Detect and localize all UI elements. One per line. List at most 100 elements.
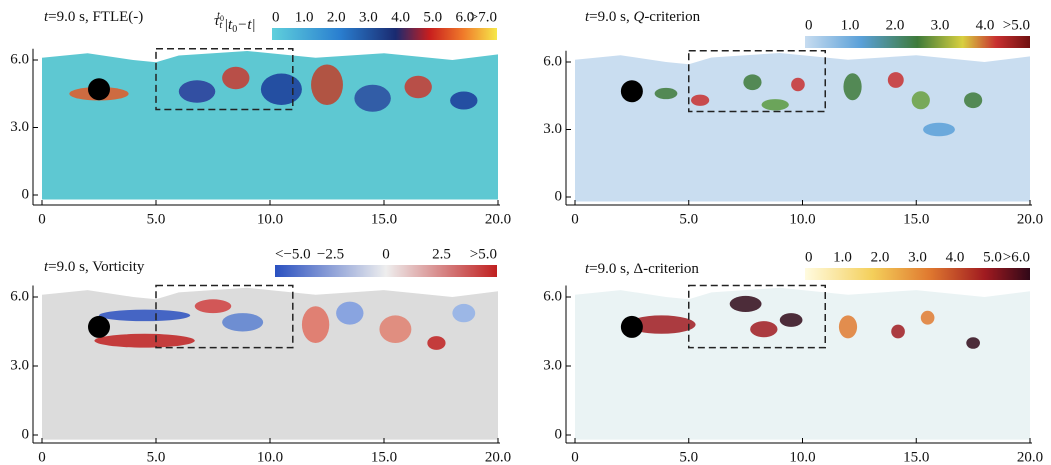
x-tick-label: 0 [38, 211, 46, 227]
colorbar-tick-label: >5.0 [1003, 17, 1030, 33]
colorbar-tick-label: >7.0 [470, 9, 497, 25]
colorbar-tick-label: 3.0 [931, 17, 950, 33]
y-tick-label: 0 [22, 426, 30, 442]
y-tick-label: 3.0 [10, 119, 29, 135]
x-tick-label: 15.0 [903, 449, 929, 465]
vortex [627, 315, 696, 334]
vortex [311, 64, 343, 105]
title-part: t [44, 9, 49, 25]
y-tick-label: 6.0 [10, 288, 29, 304]
vortex [260, 73, 302, 105]
panel-title: t=9.0 s, Δ-criterion [585, 261, 699, 277]
colorbar [805, 36, 1030, 48]
vortex [966, 337, 980, 349]
vortex [404, 75, 432, 99]
colorbar-tick-label: 0 [805, 249, 813, 265]
x-tick-label: 5.0 [147, 449, 166, 465]
vortex [743, 74, 762, 91]
colorbar-label-part: −t| [237, 17, 255, 33]
vortex [911, 91, 930, 110]
colorbar-tick-label: 1.0 [833, 249, 852, 265]
y-tick-label: 3.0 [543, 357, 562, 373]
colorbar-tick-label: 4.0 [976, 17, 995, 33]
vortex [427, 336, 446, 350]
vortex [379, 315, 412, 344]
title-part: =9.0 s, [589, 9, 633, 25]
panel: 03.06.00 5.0 10.0 15.0 20.0t=9.0 s, FTLE(-) 0… [10, 9, 511, 227]
x-tick-label: 5.0 [679, 449, 698, 465]
flow-domain [575, 53, 1030, 202]
vortex [301, 306, 330, 343]
colorbar-tick-label: 5.0 [983, 249, 1002, 265]
vortex [843, 73, 862, 101]
colorbar-tick-label: 0 [805, 17, 813, 33]
title-part: =9.0 s, Δ-criterion [589, 261, 699, 277]
y-tick-label: 3.0 [543, 121, 562, 137]
flow-domain [42, 51, 498, 200]
panel-title: t=9.0 s, FTLE(-) [44, 9, 143, 25]
vortex [452, 303, 476, 323]
vortex [964, 92, 983, 109]
x-tick-label: 20.0 [485, 211, 511, 227]
title-part: t [585, 9, 590, 25]
vortex [920, 310, 935, 325]
x-tick-label: 20.0 [485, 449, 511, 465]
panel-title: t=9.0 s, Vorticity [44, 259, 145, 275]
colorbar-tick-label: 0 [382, 246, 390, 262]
vortex [923, 122, 955, 137]
colorbar-tick-label: 3.0 [359, 9, 378, 25]
zoom-box [155, 48, 294, 111]
y-tick-label: 3.0 [10, 357, 29, 373]
title-part: =9.0 s, FTLE(-) [48, 9, 143, 25]
colorbar-tick-label: 3.0 [908, 249, 927, 265]
colorbar-tick-label: 2.0 [327, 9, 346, 25]
vortex [791, 77, 805, 92]
vortex [354, 84, 391, 112]
colorbar [805, 268, 1030, 280]
colorbar-tick-label: 6.0 [455, 9, 474, 25]
y-tick-label: 6.0 [543, 288, 562, 304]
x-tick-label: 20.0 [1017, 211, 1043, 227]
colorbar-tick-label: 4.0 [946, 249, 965, 265]
x-tick-label: 10.0 [789, 211, 815, 227]
vortex [838, 315, 858, 339]
vortex [99, 309, 191, 322]
vortex [178, 80, 216, 103]
zoom-box [688, 50, 826, 113]
colorbar-tick-label: >5.0 [470, 246, 497, 262]
vortex [94, 333, 195, 348]
colorbar-label: τtt0|t0−t| [214, 10, 256, 35]
vortex [194, 299, 232, 314]
y-tick-label: 6.0 [543, 53, 562, 69]
x-tick-label: 5.0 [147, 211, 166, 227]
title-part: -criterion [644, 9, 700, 25]
y-tick-label: 0 [555, 188, 563, 204]
x-tick-label: 15.0 [371, 211, 397, 227]
cylinder [88, 315, 110, 338]
colorbar-label-part: t [219, 20, 222, 31]
flow-domain [42, 287, 498, 440]
x-tick-label: 10.0 [257, 211, 283, 227]
cylinder [88, 78, 110, 101]
colorbar-label-part: 0 [232, 24, 237, 35]
y-tick-label: 0 [22, 186, 30, 202]
colorbar-tick-label: 0 [272, 9, 280, 25]
colorbar-label-part: τ [214, 13, 220, 29]
x-tick-label: 0 [571, 211, 579, 227]
panel: 0 3.0 6.0 0 5.0 10.0 15.0 20.0 t=9.0 s, Q-criter… [543, 9, 1043, 227]
colorbar-label-part: |t [224, 17, 233, 33]
colorbar-tick-label: 2.5 [432, 246, 451, 262]
vortex [779, 313, 803, 327]
cylinder [620, 80, 643, 103]
vortex [887, 72, 904, 88]
vortex [336, 301, 364, 325]
y-tick-label: 0 [555, 426, 563, 442]
panel: 0 3.0 6.0 0 5.0 10.0 15.0 20.0 t=9.0 s, Δ-criter… [543, 249, 1043, 465]
colorbar-tick-label: <−5.0 [275, 246, 311, 262]
colorbar-tick-label: >6.0 [1003, 249, 1030, 265]
x-tick-label: 10.0 [789, 449, 815, 465]
x-tick-label: 15.0 [371, 449, 397, 465]
vortex [891, 324, 905, 339]
x-tick-label: 0 [571, 449, 579, 465]
